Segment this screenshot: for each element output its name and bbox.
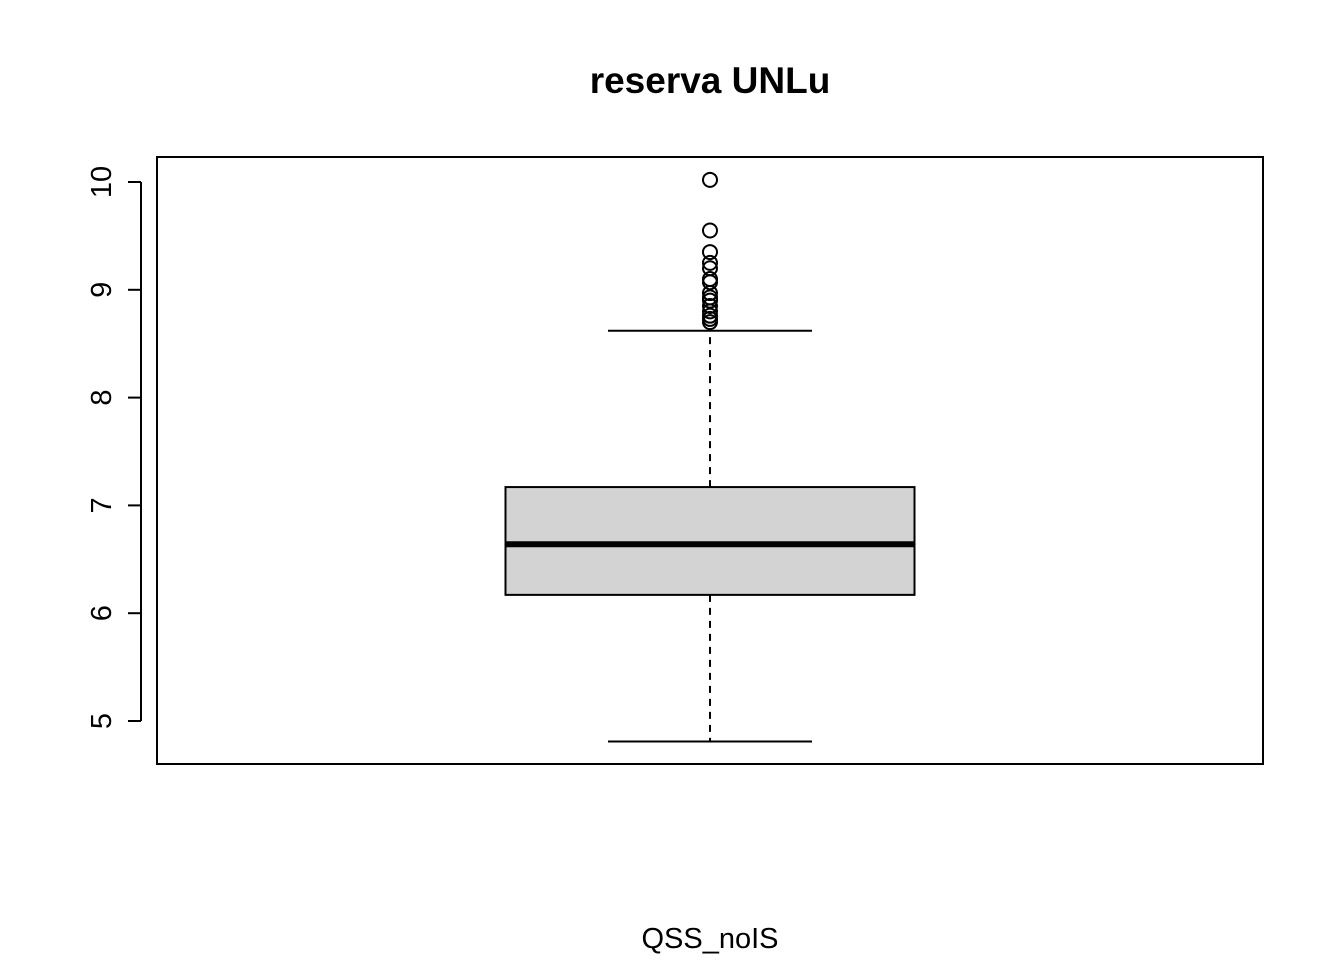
x-axis-label: QSS_noIS (641, 923, 778, 955)
y-axis: 5 6 7 8 9 10 (86, 166, 142, 729)
y-tick-label: 10 (86, 166, 118, 198)
plot-frame (156, 156, 1264, 765)
outlier-point (702, 222, 718, 239)
outlier-point (702, 285, 718, 302)
chart-title: reserva UNLu (590, 60, 831, 101)
outlier-point (702, 314, 718, 331)
y-tick-label: 6 (86, 605, 118, 621)
outlier-point (702, 271, 718, 288)
outlier-point (702, 254, 718, 271)
y-tick-label: 9 (86, 282, 118, 298)
outlier-point (702, 292, 718, 309)
outlier-point (702, 171, 718, 188)
outlier-points (702, 171, 718, 331)
outlier-point (702, 274, 718, 291)
y-tick-label: 8 (86, 390, 118, 406)
outlier-point (702, 244, 718, 261)
box-plot (504, 329, 916, 743)
outlier-point (702, 297, 718, 314)
y-tick-label: 7 (86, 497, 118, 513)
outlier-point (702, 303, 718, 320)
interquartile-box (504, 486, 916, 596)
y-tick-label: 5 (86, 713, 118, 729)
